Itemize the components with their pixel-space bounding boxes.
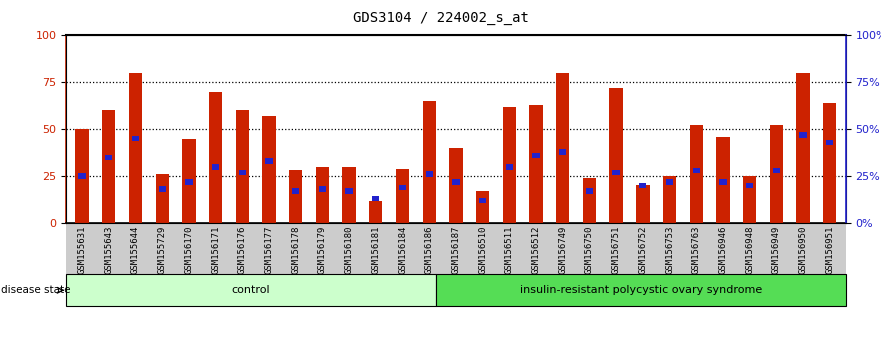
Bar — [159, 187, 166, 192]
Bar — [423, 101, 436, 223]
Bar — [292, 188, 300, 194]
Bar — [78, 173, 85, 179]
Bar — [636, 185, 649, 223]
Text: GDS3104 / 224002_s_at: GDS3104 / 224002_s_at — [352, 11, 529, 25]
Bar — [692, 168, 700, 173]
Bar — [690, 125, 703, 223]
Bar — [265, 158, 273, 164]
Text: disease state: disease state — [1, 285, 70, 295]
Bar — [559, 149, 566, 155]
Bar — [129, 73, 142, 223]
Text: insulin-resistant polycystic ovary syndrome: insulin-resistant polycystic ovary syndr… — [520, 285, 762, 295]
Bar — [719, 179, 727, 184]
Bar — [343, 167, 356, 223]
Bar — [399, 184, 406, 190]
Bar — [610, 88, 623, 223]
Bar — [449, 148, 463, 223]
Bar — [582, 178, 596, 223]
Bar — [209, 92, 222, 223]
Bar — [102, 110, 115, 223]
Bar — [529, 105, 543, 223]
Bar — [746, 183, 753, 188]
Bar — [452, 179, 460, 184]
Bar — [612, 170, 620, 175]
Bar — [639, 183, 647, 188]
Bar — [182, 139, 196, 223]
Bar — [506, 164, 513, 170]
Bar — [826, 139, 833, 145]
Bar — [239, 170, 246, 175]
Bar — [156, 174, 169, 223]
Bar — [743, 176, 756, 223]
Bar — [823, 103, 836, 223]
Bar — [586, 188, 593, 194]
Bar — [799, 132, 807, 138]
Bar — [76, 129, 89, 223]
Bar — [556, 73, 569, 223]
Bar — [132, 136, 139, 141]
Bar — [369, 200, 382, 223]
Bar — [372, 196, 380, 201]
Bar — [289, 171, 302, 223]
Bar — [235, 110, 249, 223]
Bar — [796, 73, 810, 223]
Bar — [185, 179, 193, 184]
Text: control: control — [232, 285, 270, 295]
Bar — [479, 198, 486, 203]
Bar — [503, 107, 516, 223]
Bar — [396, 169, 409, 223]
Bar — [345, 188, 352, 194]
Bar — [105, 155, 113, 160]
Bar — [212, 164, 219, 170]
Bar — [315, 167, 329, 223]
Bar — [476, 191, 489, 223]
Bar — [770, 125, 783, 223]
Bar — [663, 176, 677, 223]
Bar — [716, 137, 729, 223]
Bar — [666, 179, 673, 184]
Bar — [263, 116, 276, 223]
Bar — [773, 168, 780, 173]
Bar — [532, 153, 540, 158]
Bar — [319, 187, 326, 192]
Bar — [426, 171, 433, 177]
